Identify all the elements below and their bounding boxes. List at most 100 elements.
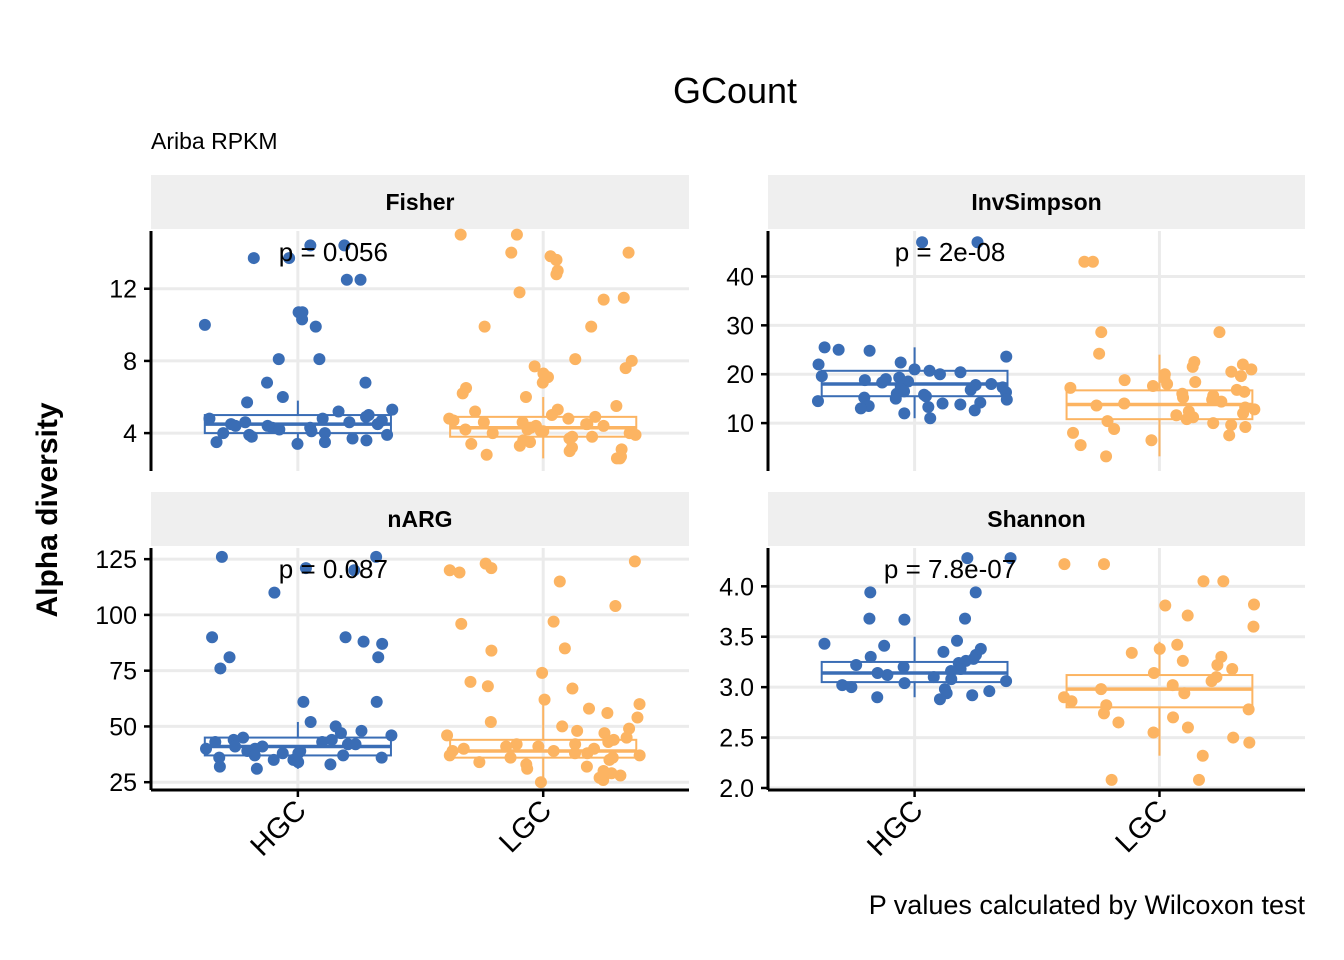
data-point xyxy=(473,756,486,769)
data-point xyxy=(1171,638,1184,651)
y-tick-label: 8 xyxy=(123,348,137,376)
data-point xyxy=(1245,363,1258,376)
data-point xyxy=(1242,703,1255,716)
data-point xyxy=(547,615,560,628)
data-point xyxy=(547,744,560,757)
data-point xyxy=(521,762,534,775)
data-point xyxy=(443,749,456,762)
data-point xyxy=(534,776,547,789)
data-point xyxy=(1181,721,1194,734)
data-point xyxy=(894,356,907,369)
data-point xyxy=(292,756,305,769)
y-tick-label: 12 xyxy=(109,276,137,304)
facet-label: Fisher xyxy=(385,189,454,215)
data-point xyxy=(597,293,610,306)
y-tick-label: 100 xyxy=(95,602,137,630)
data-point xyxy=(878,639,891,652)
facet-label: Shannon xyxy=(987,506,1085,532)
data-point xyxy=(283,252,296,265)
data-point xyxy=(370,695,383,708)
data-point xyxy=(580,418,593,431)
data-point xyxy=(550,268,563,281)
data-point xyxy=(1000,675,1013,688)
data-point xyxy=(447,414,460,427)
data-point xyxy=(864,650,877,663)
data-point xyxy=(305,425,318,438)
data-point xyxy=(1147,667,1160,680)
data-point xyxy=(959,612,972,625)
y-tick-label: 20 xyxy=(726,361,754,389)
data-point xyxy=(876,376,889,389)
data-point xyxy=(521,423,534,436)
data-point xyxy=(1226,663,1239,675)
data-point xyxy=(898,407,911,420)
facet-label: InvSimpson xyxy=(971,189,1101,215)
data-point xyxy=(1086,255,1099,268)
data-point xyxy=(1153,642,1166,655)
data-point xyxy=(375,751,388,764)
data-point xyxy=(480,448,493,461)
data-point xyxy=(1205,675,1218,688)
caption: P values calculated by Wilcoxon test xyxy=(869,890,1306,920)
data-point xyxy=(500,740,513,753)
data-point xyxy=(291,437,304,450)
data-point xyxy=(1161,377,1174,390)
data-point xyxy=(550,253,563,266)
data-point xyxy=(601,707,614,720)
data-point xyxy=(357,635,370,648)
data-point xyxy=(318,427,331,440)
chart-subtitle: Ariba RPKM xyxy=(151,128,278,154)
data-point xyxy=(1097,558,1110,571)
data-point xyxy=(620,731,633,744)
data-point xyxy=(213,760,226,773)
data-point xyxy=(324,758,337,771)
data-point xyxy=(937,645,950,658)
data-point xyxy=(1192,773,1205,786)
data-point xyxy=(1105,773,1118,786)
data-point xyxy=(455,617,468,630)
data-point xyxy=(454,228,467,241)
data-point xyxy=(241,396,254,409)
data-point xyxy=(871,691,884,704)
y-tick-label: 4.0 xyxy=(719,573,754,601)
data-point xyxy=(441,729,454,742)
data-point xyxy=(304,715,317,728)
data-point xyxy=(1146,379,1159,392)
data-point xyxy=(1248,403,1261,416)
data-point xyxy=(1211,658,1224,671)
data-point xyxy=(261,376,274,389)
data-point xyxy=(513,439,526,452)
data-point xyxy=(971,236,984,249)
p-value-label: p = 0.056 xyxy=(279,237,388,267)
data-point xyxy=(1145,434,1158,447)
data-point xyxy=(1186,360,1199,373)
data-point xyxy=(954,398,967,411)
data-point xyxy=(1159,599,1172,612)
data-point xyxy=(206,631,219,644)
data-point xyxy=(1234,370,1247,383)
data-point xyxy=(1189,376,1202,389)
data-point xyxy=(1180,413,1193,426)
data-point xyxy=(1125,646,1138,659)
data-point xyxy=(376,637,389,650)
data-point xyxy=(836,679,849,692)
data-point xyxy=(248,749,261,762)
data-point xyxy=(343,416,356,429)
data-point xyxy=(1213,326,1226,339)
data-point xyxy=(1166,679,1179,692)
data-point xyxy=(923,364,936,377)
data-point xyxy=(459,423,472,436)
data-point xyxy=(558,642,571,655)
data-point xyxy=(536,666,549,679)
data-point xyxy=(1238,385,1251,398)
data-point xyxy=(589,410,602,423)
data-point xyxy=(354,273,367,286)
data-point xyxy=(304,239,317,252)
data-point xyxy=(338,239,351,252)
data-point xyxy=(602,736,615,749)
data-point xyxy=(267,753,280,766)
data-point xyxy=(340,273,353,286)
data-point xyxy=(296,313,309,326)
data-point xyxy=(313,353,326,366)
data-point xyxy=(239,416,252,429)
